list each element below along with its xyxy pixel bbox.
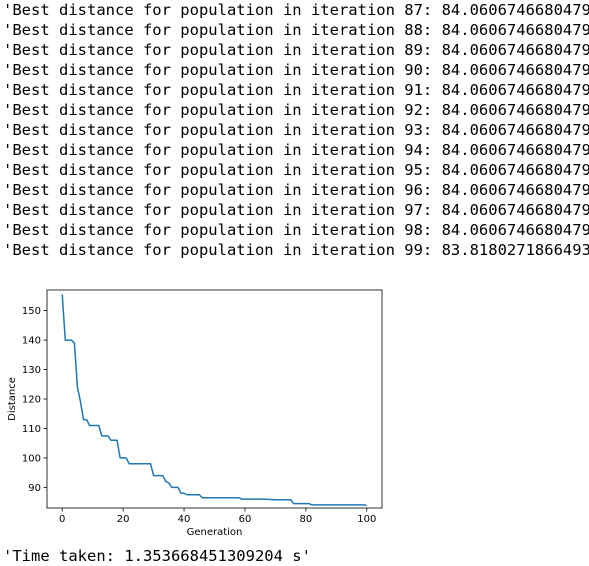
x-tick-label: 20 (117, 514, 130, 525)
log-line: 'Best distance for population in iterati… (3, 21, 589, 39)
log-line: 'Best distance for population in iterati… (3, 81, 589, 99)
y-tick-label: 130 (22, 365, 41, 376)
log-line: 'Best distance for population in iterati… (3, 101, 589, 119)
y-tick-label: 120 (22, 395, 41, 406)
log-line: 'Best distance for population in iterati… (3, 61, 589, 79)
x-tick-label: 60 (239, 514, 252, 525)
chart-svg: 0 20 40 60 80 100 90 100 110 120 130 140 150 Generati… (7, 289, 383, 538)
x-axis-label: Generation (187, 527, 243, 538)
x-tick-label: 0 (59, 514, 65, 525)
x-tick-label: 40 (178, 514, 191, 525)
log-line: 'Best distance for population in iterati… (3, 241, 589, 259)
y-tick-label: 100 (22, 453, 41, 464)
log-line: 'Best distance for population in iterati… (3, 1, 589, 19)
log-line: 'Best distance for population in iterati… (3, 121, 589, 139)
x-tick-label: 80 (299, 514, 312, 525)
log-line: 'Best distance for population in iterati… (3, 181, 589, 199)
plot-frame (46, 289, 383, 509)
x-tick-label: 100 (357, 514, 376, 525)
time-taken-output: 'Time taken: 1.353668451309204 s' (3, 547, 311, 565)
y-tick-label: 140 (22, 336, 41, 347)
distance-chart: 0 20 40 60 80 100 90 100 110 120 130 140 150 Generati… (0, 280, 400, 542)
output-log: 'Best distance for population in iterati… (3, 0, 589, 260)
log-line: 'Best distance for population in iterati… (3, 41, 589, 59)
log-line: 'Best distance for population in iterati… (3, 201, 589, 219)
y-tick-label: 90 (28, 483, 41, 494)
log-line: 'Best distance for population in iterati… (3, 161, 589, 179)
y-tick-label: 110 (22, 424, 41, 435)
log-line: 'Best distance for population in iterati… (3, 141, 589, 159)
y-axis-label: Distance (7, 377, 18, 421)
y-tick-label: 150 (22, 306, 41, 317)
series-line (61, 294, 367, 507)
log-line: 'Best distance for population in iterati… (3, 221, 589, 239)
